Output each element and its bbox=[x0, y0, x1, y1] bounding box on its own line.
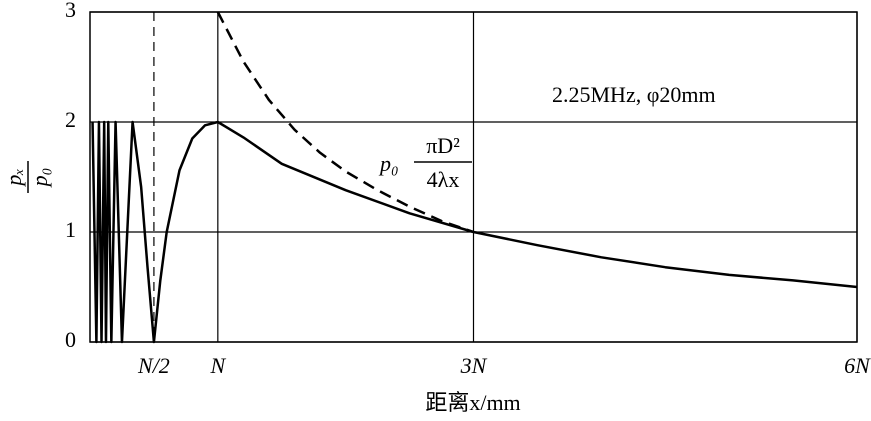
spec-annotation: 2.25MHz, φ20mm bbox=[552, 82, 716, 107]
x-tick-label: 3N bbox=[460, 353, 488, 378]
formula-numerator: πD² bbox=[426, 133, 460, 158]
x-axis-label: 距离x/mm bbox=[425, 390, 520, 415]
y-axis-label: pₓ p₀ bbox=[1, 161, 52, 193]
series-line bbox=[91, 120, 858, 344]
formula-denominator: 4λx bbox=[427, 167, 460, 192]
y-label-denominator: p₀ bbox=[27, 168, 52, 189]
x-tick-label: N/2 bbox=[137, 353, 170, 378]
formula-prefix: p₀ bbox=[378, 151, 399, 176]
x-tick-label: N bbox=[209, 353, 226, 378]
y-tick-label: 0 bbox=[65, 327, 76, 352]
y-tick-label: 1 bbox=[65, 217, 76, 242]
x-tick-label: 6N bbox=[844, 353, 871, 378]
series-line bbox=[216, 11, 474, 234]
y-tick-label: 2 bbox=[65, 107, 76, 132]
y-label-numerator: pₓ bbox=[1, 168, 26, 187]
y-tick-label: 3 bbox=[65, 0, 76, 22]
